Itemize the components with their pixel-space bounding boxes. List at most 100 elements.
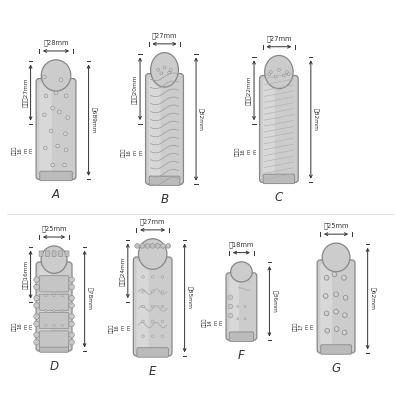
Text: 加长约16mm: 加长约16mm xyxy=(23,260,29,289)
Circle shape xyxy=(161,290,164,293)
Circle shape xyxy=(69,277,74,282)
Text: 约18mm: 约18mm xyxy=(229,241,254,248)
Circle shape xyxy=(44,94,48,98)
Circle shape xyxy=(69,321,74,327)
FancyBboxPatch shape xyxy=(39,82,52,176)
Ellipse shape xyxy=(265,56,293,89)
Text: G: G xyxy=(332,362,341,375)
Circle shape xyxy=(325,312,327,314)
Circle shape xyxy=(228,313,233,318)
FancyBboxPatch shape xyxy=(52,251,56,256)
FancyBboxPatch shape xyxy=(321,345,352,354)
Circle shape xyxy=(156,244,160,248)
Circle shape xyxy=(142,276,144,278)
Text: 内径约
16
m
m: 内径约 16 m m xyxy=(109,323,131,332)
Circle shape xyxy=(69,340,74,345)
Text: 加长约22mm: 加长约22mm xyxy=(246,76,252,105)
Circle shape xyxy=(161,276,164,278)
Text: 内径约
16
m
m: 内径约 16 m m xyxy=(12,322,34,331)
FancyBboxPatch shape xyxy=(146,74,184,184)
Circle shape xyxy=(160,72,163,75)
Text: E: E xyxy=(149,365,156,378)
Ellipse shape xyxy=(41,246,67,273)
Text: 约82mm: 约82mm xyxy=(198,108,204,130)
Text: 约27mm: 约27mm xyxy=(266,35,292,42)
Circle shape xyxy=(62,163,66,167)
Circle shape xyxy=(51,163,54,167)
FancyBboxPatch shape xyxy=(263,80,275,178)
Text: 内径约
14
m
m: 内径约 14 m m xyxy=(202,318,224,327)
Circle shape xyxy=(151,290,154,293)
Circle shape xyxy=(344,313,345,315)
Circle shape xyxy=(64,148,68,152)
Circle shape xyxy=(287,73,290,76)
Circle shape xyxy=(42,75,46,79)
Circle shape xyxy=(53,294,55,297)
Circle shape xyxy=(51,106,54,110)
Circle shape xyxy=(61,294,64,297)
Circle shape xyxy=(282,74,285,77)
Circle shape xyxy=(53,324,55,326)
Circle shape xyxy=(228,295,233,300)
Circle shape xyxy=(268,73,271,76)
Text: 约27mm: 约27mm xyxy=(152,32,177,39)
FancyBboxPatch shape xyxy=(149,176,180,186)
FancyBboxPatch shape xyxy=(226,273,257,340)
Circle shape xyxy=(324,276,329,280)
Circle shape xyxy=(332,272,337,277)
Text: D: D xyxy=(50,360,58,373)
Circle shape xyxy=(342,313,347,318)
Text: 约27mm: 约27mm xyxy=(140,218,166,225)
FancyBboxPatch shape xyxy=(36,262,72,351)
Circle shape xyxy=(142,305,144,308)
FancyBboxPatch shape xyxy=(46,251,50,256)
Circle shape xyxy=(61,324,64,326)
Circle shape xyxy=(163,66,166,69)
Text: B: B xyxy=(160,193,168,206)
FancyBboxPatch shape xyxy=(40,171,72,181)
Circle shape xyxy=(54,91,58,95)
Circle shape xyxy=(244,306,246,308)
Text: 约25mm: 约25mm xyxy=(41,226,67,232)
Circle shape xyxy=(343,296,348,300)
Circle shape xyxy=(274,75,277,78)
Text: F: F xyxy=(238,349,245,362)
FancyBboxPatch shape xyxy=(229,277,239,336)
Circle shape xyxy=(64,94,68,98)
FancyBboxPatch shape xyxy=(133,257,172,356)
Circle shape xyxy=(64,132,67,136)
Text: 约62mm: 约62mm xyxy=(370,287,375,310)
FancyBboxPatch shape xyxy=(320,264,332,349)
Circle shape xyxy=(342,276,344,278)
Circle shape xyxy=(151,320,154,323)
Circle shape xyxy=(323,294,328,298)
Circle shape xyxy=(142,335,144,338)
FancyBboxPatch shape xyxy=(229,332,254,342)
Ellipse shape xyxy=(41,60,71,91)
FancyBboxPatch shape xyxy=(263,174,295,184)
Circle shape xyxy=(161,305,164,308)
Circle shape xyxy=(324,311,329,316)
Circle shape xyxy=(342,276,346,280)
Circle shape xyxy=(161,320,164,323)
Text: 内径约
16
m
m: 内径约 16 m m xyxy=(12,146,34,156)
Circle shape xyxy=(56,144,60,148)
Text: 内径约
16
m
m: 内径约 16 m m xyxy=(121,148,143,157)
Circle shape xyxy=(42,113,46,117)
FancyBboxPatch shape xyxy=(149,78,160,180)
Circle shape xyxy=(135,244,140,248)
Circle shape xyxy=(244,318,246,320)
Circle shape xyxy=(334,327,339,332)
Circle shape xyxy=(326,329,328,331)
Circle shape xyxy=(168,71,171,74)
Text: 约28mm: 约28mm xyxy=(43,40,69,46)
Circle shape xyxy=(169,68,172,71)
Circle shape xyxy=(237,318,239,320)
Circle shape xyxy=(34,340,39,345)
Circle shape xyxy=(335,327,337,329)
FancyBboxPatch shape xyxy=(65,251,69,256)
Circle shape xyxy=(342,330,347,335)
Circle shape xyxy=(69,303,74,308)
Text: 内径约
16
m
m: 内径约 16 m m xyxy=(235,147,257,156)
FancyBboxPatch shape xyxy=(39,276,69,292)
